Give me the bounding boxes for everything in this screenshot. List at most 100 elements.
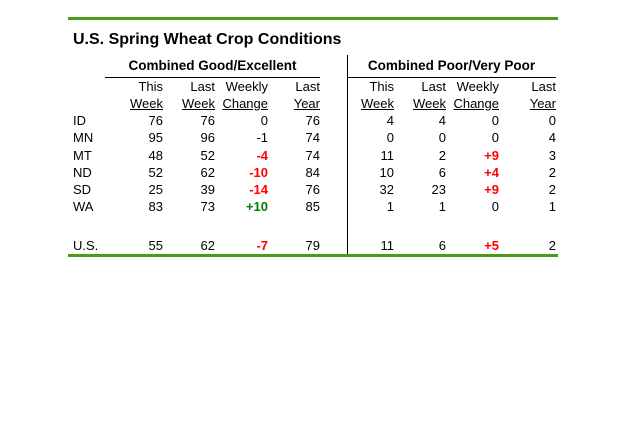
pvp-this-week: 11 [380,237,395,253]
ge-last-year: 76 [305,182,320,198]
pvp-last-year: 3 [548,147,556,163]
pvp-last-week: 4 [438,113,446,128]
spacer-cell [68,95,112,112]
pvp-col-header-week1: Week [347,95,394,112]
ge-col-header-last-year: Last [295,79,320,94]
row-label: WA [73,199,94,215]
ge-weekly-change: -7 [256,237,268,253]
pvp-last-week: 23 [431,182,446,198]
spacer-cell [68,78,112,95]
ge-col-header-this: This [138,79,163,94]
row-label-us-total: U.S. [73,237,99,253]
pvp-col-header-week2-text: Week [413,96,446,111]
pvp-col-header-change: Change [446,95,499,112]
pvp-last-week: 6 [438,237,446,253]
pvp-last-week: 2 [438,147,446,163]
pvp-col-header-this: This [369,79,394,94]
pvp-this-week: 4 [386,113,394,128]
pvp-weekly-change: +5 [484,237,499,253]
pvp-this-week: 11 [380,147,395,163]
row-label: SD [73,182,92,198]
ge-last-week: 76 [200,113,215,128]
pvp-col-header-weekly: Weekly [456,79,499,94]
ge-last-week: 52 [200,147,215,163]
ge-last-week: 96 [200,130,215,146]
spacer-cell [320,147,347,164]
pvp-weekly-change: 0 [491,113,499,128]
ge-this-week: 55 [148,237,163,253]
row-label: ND [73,164,92,180]
pvp-last-year: 0 [548,113,556,128]
spacer-cell [320,129,347,146]
ge-this-week: 95 [148,130,163,146]
crop-conditions-table: Combined Good/Excellent Combined Poor/Ve… [68,56,556,254]
ge-col-header-week1: Week [112,95,163,112]
ge-col-header-change: Change [215,95,268,112]
ge-last-week: 73 [200,199,215,215]
pvp-last-year: 1 [548,199,556,215]
ge-weekly-change: -14 [249,182,268,198]
ge-weekly-change: -1 [256,130,268,146]
ge-this-week: 76 [148,113,163,128]
row-label: MT [73,147,92,163]
pvp-last-week: 0 [438,130,446,146]
page-title: U.S. Spring Wheat Crop Conditions [73,31,342,48]
pvp-this-week: 10 [379,164,394,180]
spacer-cell [320,198,347,215]
pvp-last-year: 2 [548,237,556,253]
ge-col-header-last: Last [190,79,215,94]
spacer-cell [320,112,347,129]
ge-col-header-weekly: Weekly [225,79,268,94]
pvp-weekly-change: 0 [491,130,499,146]
ge-col-header-year: Year [268,95,320,112]
spacer-cell [320,95,347,112]
ge-this-week: 25 [148,182,163,198]
pvp-last-year: 2 [548,182,556,198]
spacer-cell [320,164,347,181]
ge-col-header-week2-text: Week [182,96,215,111]
ge-col-header-week1-text: Week [130,96,163,111]
blank-row [68,216,556,237]
ge-this-week: 52 [148,164,163,180]
spacer-cell [320,237,347,254]
ge-weekly-change: +10 [245,199,268,215]
ge-last-year: 84 [305,164,320,180]
ge-last-year: 76 [305,113,320,128]
spacer-cell [320,181,347,198]
pvp-weekly-change: +9 [484,147,499,163]
pvp-weekly-change: 0 [491,199,499,215]
pvp-last-week: 1 [438,199,446,215]
spacer-cell [320,56,347,78]
pvp-last-week: 6 [438,164,446,180]
section-title-good-excellent: Combined Good/Excellent [105,56,320,78]
pvp-col-header-week1-text: Week [361,96,394,111]
pvp-weekly-change: +4 [484,164,499,180]
pvp-col-header-year-text: Year [529,96,556,111]
ge-this-week: 83 [148,199,163,215]
ge-last-week: 62 [200,164,215,180]
pvp-last-year: 2 [548,164,556,180]
pvp-this-week: 32 [379,182,394,198]
pvp-col-header-last: Last [421,79,446,94]
pvp-col-header-last-year: Last [531,79,556,94]
spacer-cell [320,78,347,95]
ge-weekly-change: 0 [260,113,268,128]
ge-col-header-week2: Week [163,95,215,112]
row-label: ID [73,113,86,128]
top-rule [68,17,558,20]
pvp-col-header-week2: Week [394,95,446,112]
ge-last-year: 74 [305,147,320,163]
ge-last-year: 79 [305,237,320,253]
ge-weekly-change: -10 [249,164,268,180]
pvp-this-week: 1 [386,199,394,215]
pvp-weekly-change: +9 [484,182,499,198]
pvp-col-header-year: Year [499,95,556,112]
section-divider [347,55,348,254]
ge-last-week: 62 [200,237,215,253]
ge-last-year: 85 [305,199,320,215]
ge-col-header-change-text: Change [222,96,268,111]
bottom-rule [68,254,558,257]
ge-weekly-change: -4 [256,147,268,163]
ge-col-header-year-text: Year [293,96,320,111]
